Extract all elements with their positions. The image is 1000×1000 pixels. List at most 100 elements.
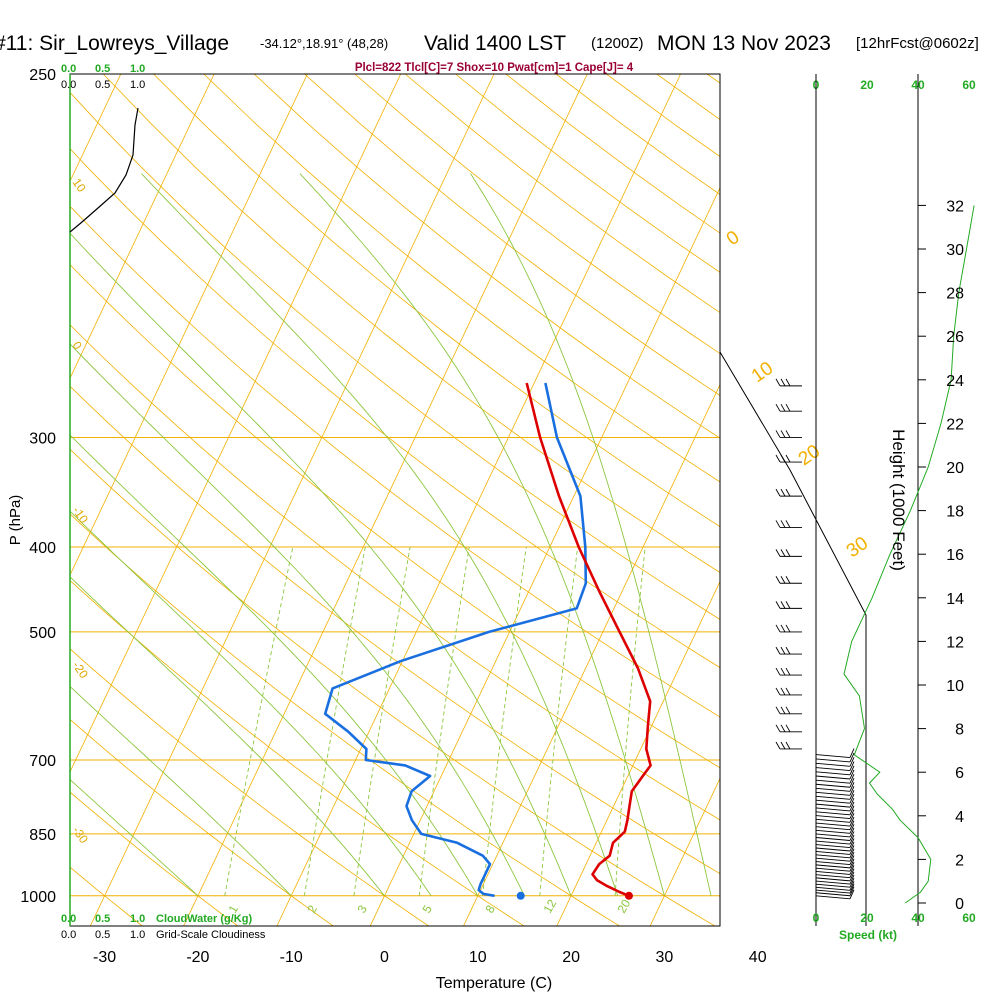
height-axis-label: Height (1000 Feet) xyxy=(889,429,908,571)
temperature-tick--20: -20 xyxy=(186,949,209,966)
cw-bottom-tick-1: 0.5 xyxy=(95,913,110,925)
barb-flag xyxy=(849,773,855,784)
barb-staff xyxy=(815,840,851,845)
moist-adiabat-10 xyxy=(70,434,479,897)
barb-flag xyxy=(849,748,855,758)
mixing-ratio-3 xyxy=(353,546,411,896)
moist-adiabat-5 xyxy=(70,510,432,897)
dry-adiabat-0 xyxy=(70,648,429,926)
barb-staff xyxy=(815,811,851,816)
moist-adiabat-25 xyxy=(141,173,619,896)
barb-flag xyxy=(849,813,855,823)
height-tick-12: 12 xyxy=(946,634,964,651)
wind-barb xyxy=(775,724,802,733)
height-tick-26: 26 xyxy=(946,329,964,346)
height-tick-6: 6 xyxy=(955,765,964,782)
barb-flag xyxy=(849,868,855,878)
barb-staff xyxy=(815,829,851,834)
barb-flag xyxy=(775,667,781,676)
wind-barb xyxy=(815,852,855,862)
mixing-ratio-12 xyxy=(539,546,579,896)
speed-bottom-tick-2: 40 xyxy=(911,911,925,925)
barb-staff xyxy=(815,799,851,804)
pressure-tick-400: 400 xyxy=(29,540,56,557)
moist-adiabat-15 xyxy=(70,343,525,897)
isotherm--20 xyxy=(183,74,588,926)
dry-adiabat-70 xyxy=(70,205,720,718)
cw-top-tick-0: 0.0 xyxy=(61,63,76,75)
barb-staff xyxy=(815,771,851,776)
isotherm-60 xyxy=(930,74,1000,926)
barb-flag xyxy=(780,706,786,715)
zulu-time: (1200Z) xyxy=(591,35,644,52)
wind-barb xyxy=(775,741,802,750)
speed-bottom-scale: 0 20 40 60 Speed (kt) xyxy=(813,911,976,942)
isotherm--50 xyxy=(70,74,308,576)
dry-adiabat-130 xyxy=(253,74,720,439)
barb-staff xyxy=(815,783,851,788)
wind-barb xyxy=(815,809,855,820)
barb-staff xyxy=(815,883,851,888)
station-coords: -34.12°,18.91° (48,28) xyxy=(260,36,388,51)
wind-barb xyxy=(815,773,855,784)
barb-flag xyxy=(849,858,855,869)
barb-flag xyxy=(849,871,855,882)
barb-staff xyxy=(815,844,851,848)
barb-flag xyxy=(849,827,855,838)
barb-flag xyxy=(849,886,855,896)
barb-flag xyxy=(849,838,855,848)
mixing-ratio-label: 5 xyxy=(419,902,435,915)
barb-staff xyxy=(815,892,851,897)
barb-staff xyxy=(815,867,851,872)
mixing-ratio-8 xyxy=(482,546,527,896)
dry-adiabat-10 xyxy=(70,579,525,926)
dry-adiabat--10 xyxy=(70,718,334,926)
wind-barb xyxy=(815,757,855,767)
cl-top-tick-1: 0.5 xyxy=(95,79,110,91)
barb-flag xyxy=(775,706,781,715)
isotherm-10 xyxy=(463,383,720,926)
cw-top-tick-1: 0.5 xyxy=(95,63,110,75)
barb-staff xyxy=(815,795,851,800)
height-tick-24: 24 xyxy=(946,373,964,390)
barb-staff xyxy=(815,833,851,838)
barb-staff xyxy=(815,822,851,827)
barb-flag xyxy=(780,576,786,584)
barb-flag xyxy=(785,488,791,497)
speed-bottom-tick-3: 60 xyxy=(962,911,976,925)
speed-top-tick-1: 20 xyxy=(860,78,874,92)
barb-flag xyxy=(780,549,786,557)
barb-staff xyxy=(815,767,851,772)
wind-barb xyxy=(815,786,855,796)
barb-flag xyxy=(849,761,855,771)
height-tick-14: 14 xyxy=(946,591,964,608)
mixing-ratio-label: 20 xyxy=(614,897,633,916)
dry-adiabat-160 xyxy=(404,74,720,314)
wind-barb xyxy=(815,886,855,897)
isotherm-label: -30 xyxy=(70,824,92,847)
barb-flag xyxy=(785,724,791,733)
wind-barb xyxy=(815,865,855,875)
cl-bottom-tick-1: 0.5 xyxy=(95,929,110,941)
cl-top-tick-2: 1.0 xyxy=(130,79,145,91)
barb-flag xyxy=(785,576,791,584)
cw-top-tick-2: 1.0 xyxy=(130,63,145,75)
barb-flag xyxy=(849,820,855,830)
wind-barb xyxy=(775,667,802,676)
barb-flag xyxy=(775,378,781,387)
forecast-info: [12hrFcst@0602z] xyxy=(856,35,979,52)
isotherm-label: -20 xyxy=(70,659,92,682)
isotherm-30 xyxy=(649,777,720,926)
barb-flag xyxy=(849,809,855,819)
mixing-ratio-1 xyxy=(224,546,294,896)
barb-staff xyxy=(815,874,851,879)
wind-barb xyxy=(815,883,855,894)
barb-flag xyxy=(780,687,786,696)
height-tick-10: 10 xyxy=(946,678,964,695)
isotherm--40 xyxy=(70,74,402,773)
wind-barb xyxy=(815,765,855,776)
cl-top-tick-0: 0.0 xyxy=(61,79,76,91)
moist-adiabat-20 xyxy=(70,232,572,896)
wind-barb xyxy=(815,813,855,823)
